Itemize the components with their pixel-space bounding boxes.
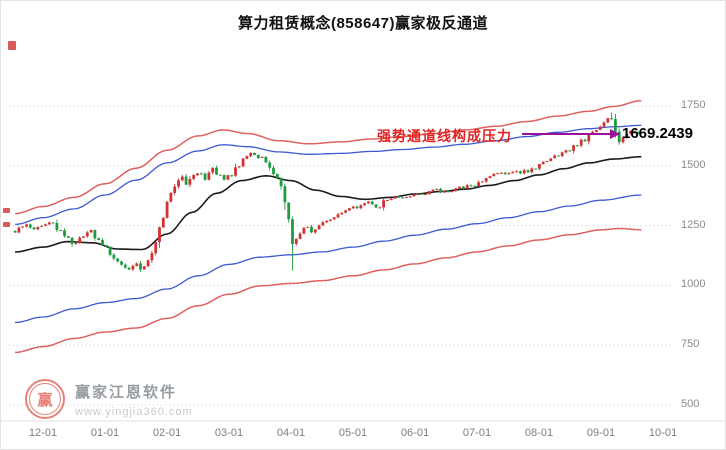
brand-logo-icon: 赢 — [25, 379, 65, 419]
upper-blue-channel — [15, 124, 642, 226]
pressure-price-label: 1669.2439 — [622, 125, 693, 142]
lower-red-channel — [15, 227, 642, 354]
pressure-annotation: 强势通道线构成压力 — [377, 128, 512, 144]
watermark: 赢 赢家江恩软件 www.yingjia360.com — [25, 379, 193, 419]
watermark-url: www.yingjia360.com — [75, 405, 193, 418]
logo-character: 赢 — [37, 391, 53, 409]
lower-blue-channel — [15, 194, 642, 324]
chart-title: 算力租赁概念(858647)赢家极反通道 — [237, 15, 489, 32]
middle-black-line — [15, 155, 642, 253]
upper-red-channel — [15, 99, 642, 215]
watermark-brand: 赢家江恩软件 — [75, 383, 178, 401]
pressure-arrowhead — [610, 129, 620, 139]
